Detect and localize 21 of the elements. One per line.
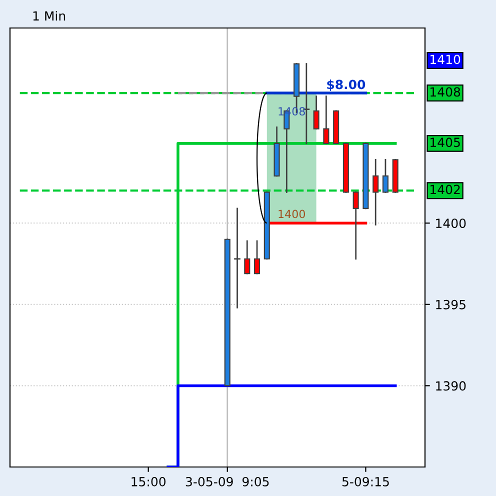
candlestick [323,96,330,144]
annotation: 1400 [278,210,306,218]
candlestick [382,159,388,193]
candlestick [313,96,320,130]
x-tick-label: 3-05-09 9:05 [186,476,269,486]
x-tick-label: 5-09:15 [342,476,389,486]
candlestick [244,240,250,274]
candlestick [234,208,240,308]
x-tick-label: 15:00 [132,476,166,486]
chart-title: 1 Min [33,10,66,20]
y-tick-label: 1395 [436,300,466,310]
annotation: 1408 [430,87,460,97]
candlestick [372,159,379,226]
annotation: 1410 [430,54,460,64]
series-label: 1402 [430,184,460,194]
candlestick [303,63,310,144]
text: 1405 [430,138,460,148]
candlestick [254,240,260,274]
y-tick-label: 1400 [436,218,466,228]
series-label: $8.00 [327,80,366,91]
y-tick-label: 1390 [436,381,466,391]
